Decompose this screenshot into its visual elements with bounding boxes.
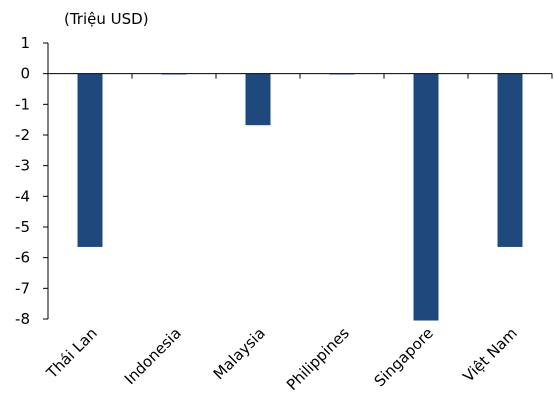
category-label: Thái Lan: [42, 324, 101, 383]
y-tick-label: -1: [15, 95, 30, 113]
category-label: Singapore: [371, 324, 437, 390]
y-tick-label: 0: [20, 65, 30, 83]
category-label: Việt Nam: [459, 324, 521, 386]
y-tick-label: -5: [15, 218, 30, 236]
category-label: Malaysia: [210, 324, 269, 383]
y-axis-ticks: 1 0 -1 -2 -3 -4 -5 -6 -7 -8: [15, 34, 48, 328]
y-tick-label: -2: [15, 126, 30, 144]
y-tick-label: -3: [15, 157, 30, 175]
bars: [77, 73, 523, 321]
y-tick-label: 1: [20, 34, 30, 52]
category-label: Philippines: [283, 324, 353, 394]
x-axis-labels: Thái Lan Indonesia Malaysia Philippines Sing…: [42, 324, 521, 394]
y-axis-unit-label: (Triệu USD): [64, 10, 149, 28]
bar: [245, 73, 271, 126]
x-axis-ticks: [47, 73, 553, 79]
y-tick-label: -4: [15, 187, 30, 205]
bar: [413, 73, 439, 321]
y-tick-label: -6: [15, 249, 30, 267]
bar: [77, 73, 103, 247]
bar: [497, 73, 523, 247]
category-label: Indonesia: [121, 324, 185, 388]
y-tick-label: -7: [15, 279, 30, 297]
y-tick-label: -8: [15, 310, 30, 328]
